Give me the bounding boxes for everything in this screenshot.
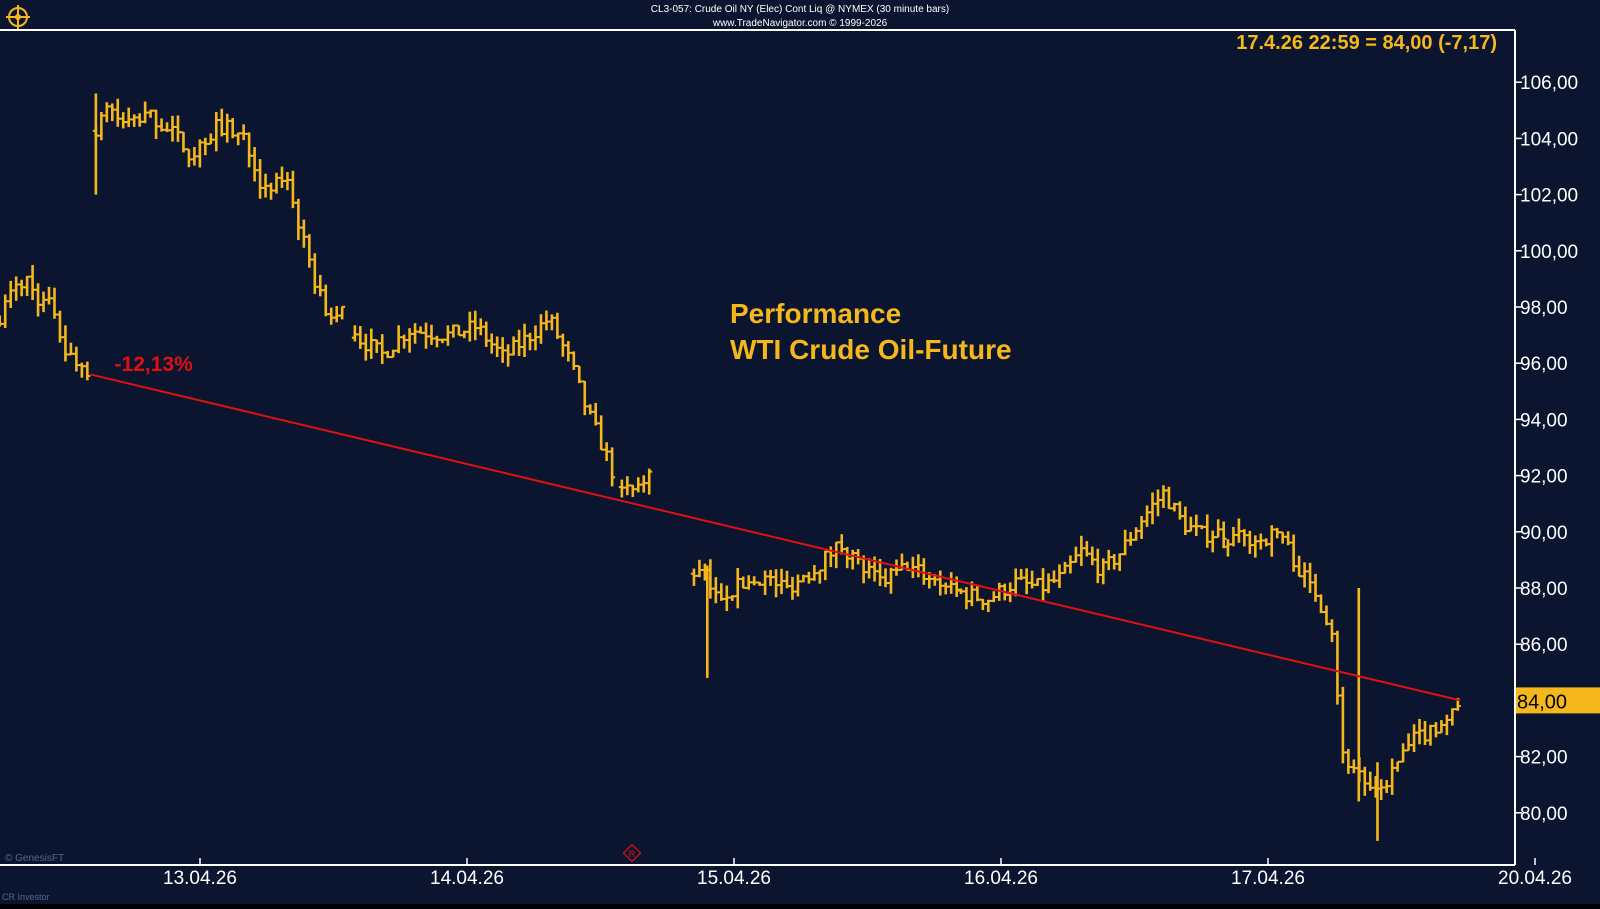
y-tick-label: 86,00 (1520, 635, 1568, 656)
x-tick-label: 13.04.26 (163, 868, 237, 889)
svg-text:R: R (629, 849, 636, 859)
x-tick-label: 16.04.26 (964, 868, 1038, 889)
logo-icon (6, 5, 30, 29)
y-tick-label: 104,00 (1520, 129, 1578, 150)
x-tick-label: 20.04.26 (1498, 868, 1572, 889)
chart-subtitle: WTI Crude Oil-Future (730, 334, 1012, 365)
x-axis-background (0, 865, 1600, 904)
alert-marker-icon: R (622, 843, 642, 863)
y-tick-label: 102,00 (1520, 186, 1578, 207)
header-bar (0, 0, 1600, 30)
y-tick-label: 82,00 (1520, 748, 1568, 769)
price-readout: 17.4.26 22:59 = 84,00 (-7,17) (1236, 32, 1497, 54)
x-tick-label: 14.04.26 (430, 868, 504, 889)
chart-title: Performance (730, 298, 901, 329)
plot-background (0, 30, 1515, 865)
last-price-label: 84,00 (1517, 691, 1567, 713)
y-tick-label: 106,00 (1520, 73, 1578, 94)
y-tick-label: 96,00 (1520, 354, 1568, 375)
x-tick-label: 17.04.26 (1231, 868, 1305, 889)
last-price-marker: 84,00 (1516, 687, 1600, 714)
performance-annotation: -12,13% (115, 353, 194, 376)
y-tick-label: 94,00 (1520, 410, 1568, 431)
trendline-layer: -12,13% (90, 353, 1461, 702)
y-tick-label: 92,00 (1520, 467, 1568, 488)
header-title: CL3-057: Crude Oil NY (Elec) Cont Liq @ … (651, 4, 949, 15)
x-axis: 13.04.26 14.04.26 15.04.26 16.04.26 17.04.26… (163, 858, 1572, 889)
y-tick-label: 98,00 (1520, 298, 1568, 319)
footer-note: CR Investor (2, 892, 50, 902)
y-tick-label: 88,00 (1520, 579, 1568, 600)
y-tick-label: 90,00 (1520, 523, 1568, 544)
y-tick-label: 100,00 (1520, 242, 1578, 263)
y-tick-label: 80,00 (1520, 804, 1568, 825)
header-copyright: www.TradeNavigator.com © 1999-2026 (712, 18, 888, 29)
trendline (90, 373, 1461, 702)
x-tick-label: 15.04.26 (697, 868, 771, 889)
y-axis-background (1515, 30, 1600, 865)
watermark-text: © GenesisFT (5, 853, 64, 864)
ohlc-bars (0, 93, 1461, 841)
